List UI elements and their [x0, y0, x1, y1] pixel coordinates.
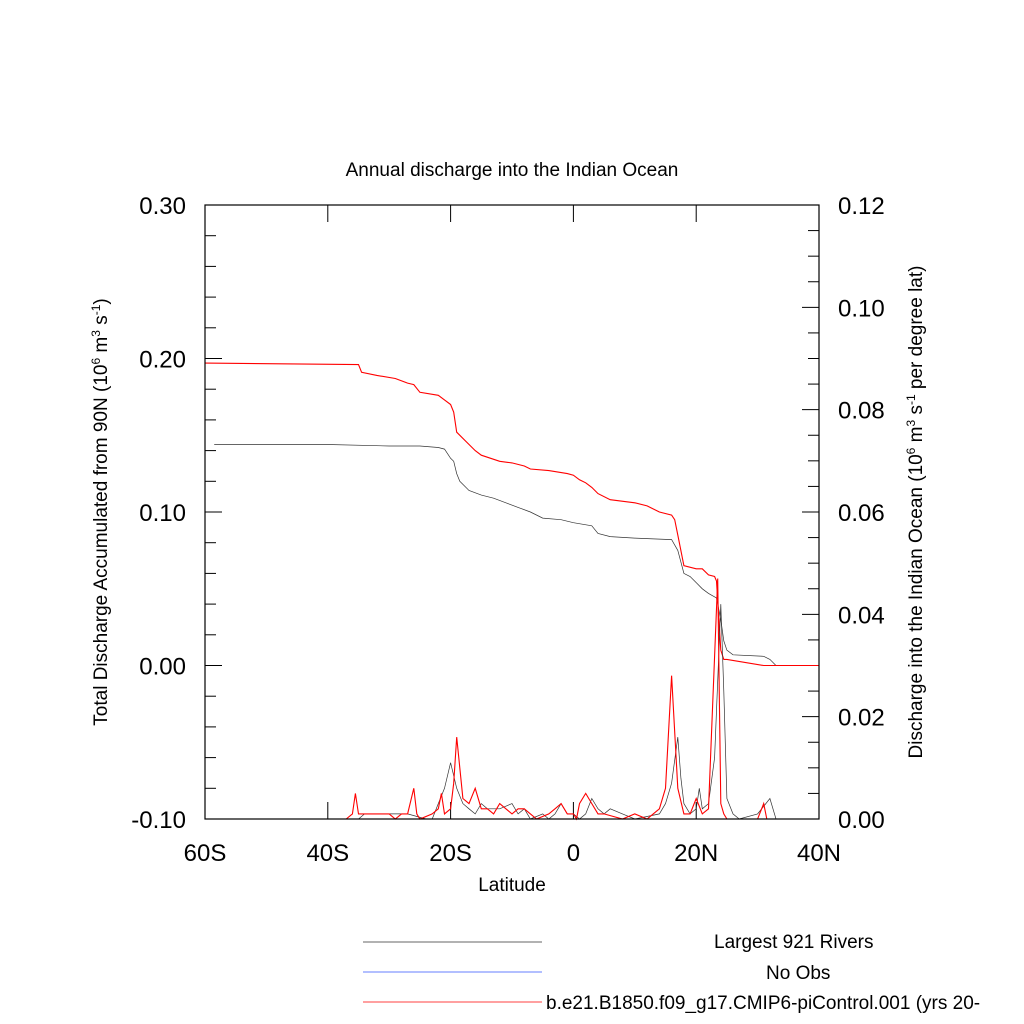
y-left-tick-labels: 0.30 0.20 0.10 0.00 -0.10: [131, 193, 186, 834]
x-tick-labels: 60S 40S 20S 0 20N 40N: [184, 840, 841, 867]
y-right-tick-label: 0.12: [838, 193, 885, 220]
x-tick-label: 20N: [674, 840, 718, 867]
legend-label-noobs: No Obs: [766, 963, 830, 984]
x-tick-label: 40N: [797, 840, 841, 867]
y-right-tick-label: 0.06: [838, 500, 885, 527]
x-tick-label: 40S: [306, 840, 349, 867]
y-right-tick-labels: 0.12 0.10 0.08 0.06 0.04 0.02 0.00: [838, 193, 885, 834]
x-axis-label: Latitude: [478, 875, 546, 896]
y-left-tick-label: -0.10: [131, 807, 186, 834]
y-left-tick-label: 0.10: [139, 500, 186, 527]
y-axis-label-right: Discharge into the Indian Ocean (106 m3 …: [904, 266, 927, 759]
x-tick-label: 20S: [429, 840, 472, 867]
x-tick-label: 60S: [184, 840, 227, 867]
legend: Largest 921 Rivers No Obs b.e21.B1850.f0…: [363, 932, 980, 1014]
legend-label-rivers: Largest 921 Rivers: [714, 932, 873, 953]
x-tick-label: 0: [567, 840, 580, 867]
series-layer: [204, 362, 819, 821]
y-right-tick-label: 0.10: [838, 295, 885, 322]
y-right-tick-label: 0.04: [838, 602, 885, 629]
y-left-tick-label: 0.20: [139, 347, 186, 374]
series-line-2: [204, 362, 819, 667]
legend-label-model: b.e21.B1850.f09_g17.CMIP6-piControl.001 …: [546, 993, 980, 1014]
series-line-4: [205, 578, 819, 821]
chart-title: Annual discharge into the Indian Ocean: [346, 160, 679, 181]
series-line-0: [214, 444, 819, 666]
y-right-tick-label: 0.00: [838, 807, 885, 834]
y-axis-label-left: Total Discharge Accumulated from 90N (10…: [89, 298, 112, 725]
y-right-tick-label: 0.08: [838, 398, 885, 425]
series-line-3: [205, 604, 777, 820]
plot-frame: [204, 204, 820, 820]
y-left-tick-label: 0.30: [139, 193, 186, 220]
axis-ticks: [204, 204, 820, 820]
y-right-tick-label: 0.02: [838, 705, 885, 732]
y-left-tick-label: 0.00: [139, 654, 186, 681]
